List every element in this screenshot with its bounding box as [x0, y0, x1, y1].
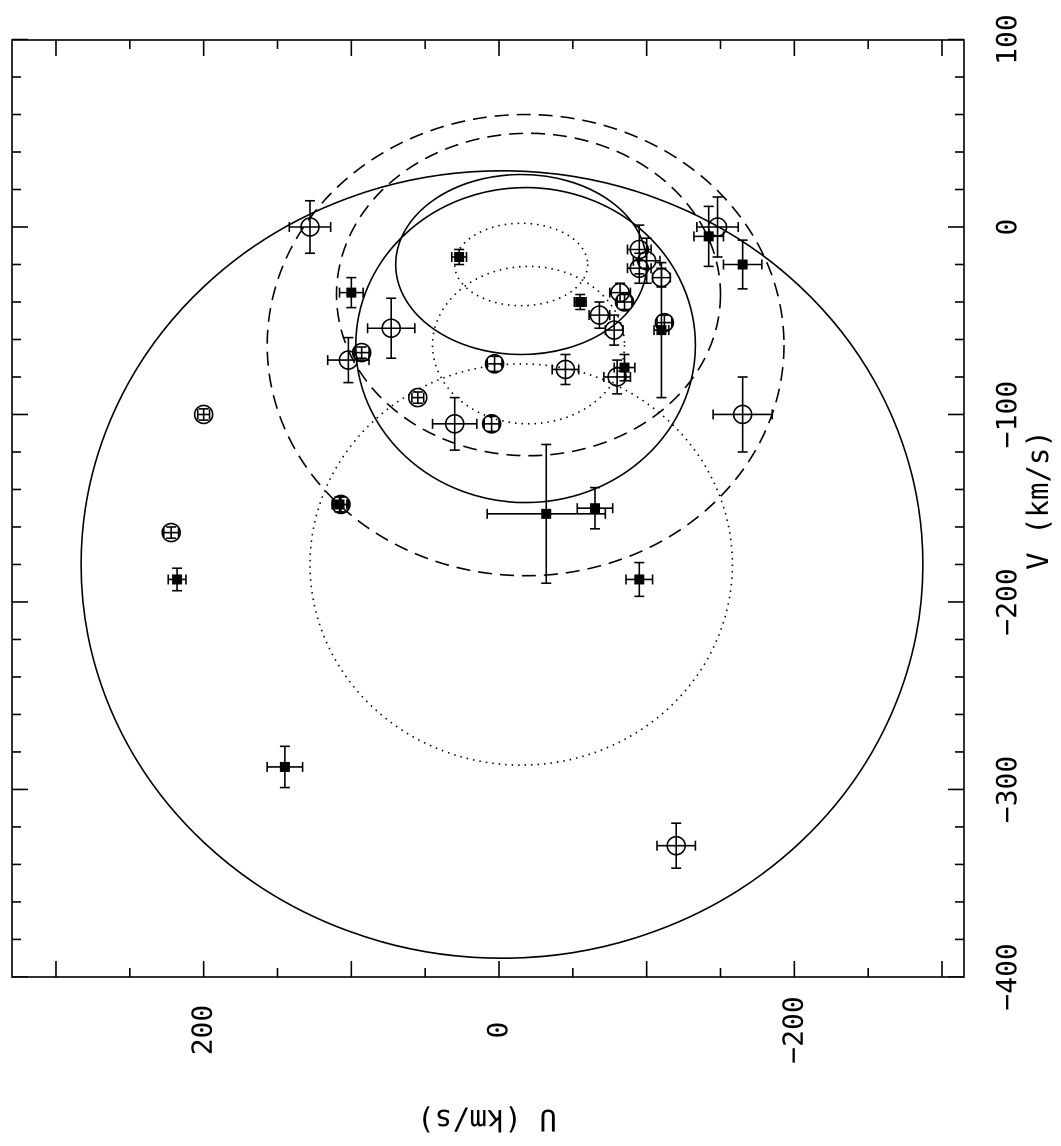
- errorbar-0-1: [326, 336, 370, 384]
- errorbar-0-21: [712, 376, 773, 453]
- point-open-circle: [555, 359, 576, 380]
- v-tick-label: 0: [990, 219, 1023, 236]
- point-filled-square: [172, 574, 183, 585]
- plot-frame: [11, 39, 965, 978]
- u-axis-label: U (km/s): [417, 1103, 557, 1137]
- point-open-circle: [407, 387, 428, 408]
- point-filled-square: [634, 574, 645, 585]
- point-filled-square: [334, 499, 345, 510]
- point-filled-square: [575, 296, 586, 307]
- ellipses-layer: [80, 113, 924, 960]
- errorbar-0-4: [196, 408, 211, 421]
- point-open-circle: [666, 835, 687, 856]
- ellipse-solid-0: [80, 169, 924, 960]
- point-filled-square: [279, 761, 290, 772]
- v-tick-label: 100: [990, 14, 1023, 65]
- point-open-circle: [481, 414, 502, 434]
- errorbar-1-11: [167, 567, 187, 592]
- errorbar-0-22: [162, 526, 180, 540]
- point-open-circle: [381, 318, 402, 339]
- point-filled-square: [454, 251, 465, 262]
- v-tick-label: −300: [990, 756, 1023, 823]
- point-open-circle: [300, 217, 320, 237]
- point-open-circle: [351, 342, 372, 363]
- point-open-circle: [607, 367, 627, 387]
- ellipse-dotted-6: [431, 265, 626, 425]
- u-tick-label: 0: [481, 1022, 514, 1039]
- ellipse-dotted-5: [453, 222, 589, 307]
- point-filled-square: [589, 503, 600, 514]
- point-open-circle: [707, 217, 728, 237]
- errorbar-0-0: [288, 199, 332, 255]
- point-open-circle: [589, 305, 610, 325]
- v-axis-label: V (km/s): [1021, 430, 1055, 570]
- point-filled-square: [619, 362, 630, 373]
- v-tick-label: −400: [990, 943, 1023, 1010]
- errorbar-0-24: [656, 822, 697, 869]
- u-tick-label: 200: [186, 1005, 219, 1056]
- ellipse-solid-1: [394, 173, 648, 356]
- point-open-circle: [614, 292, 635, 312]
- errorbar-0-7: [483, 415, 500, 433]
- markers-layer: [161, 217, 753, 856]
- errorbar-0-6: [431, 396, 478, 451]
- point-filled-square: [656, 325, 667, 336]
- point-open-circle: [484, 354, 505, 374]
- v-tick-label: −200: [990, 568, 1023, 635]
- ticks-layer: [12, 38, 964, 978]
- point-open-circle: [636, 250, 657, 271]
- point-filled-square: [703, 231, 714, 242]
- errorbar-0-5: [411, 391, 425, 405]
- tick-labels-layer: 100 0 −100 −200 −300 −400 200 0 −200: [186, 14, 1023, 1063]
- point-filled-square: [346, 287, 357, 298]
- v-tick-label: −100: [990, 381, 1023, 448]
- ellipse-solid-2: [354, 186, 697, 504]
- point-filled-square: [541, 508, 552, 519]
- point-open-circle: [444, 414, 465, 434]
- errorbar-0-3: [366, 297, 416, 360]
- point-open-circle: [604, 320, 624, 340]
- errorbar-0-8: [486, 355, 503, 373]
- ellipse-dashed-4: [335, 132, 722, 457]
- ellipse-dashed-3: [266, 113, 785, 577]
- errorbars-layer: [162, 196, 773, 869]
- point-open-circle: [331, 494, 351, 515]
- point-open-circle: [193, 404, 214, 425]
- ellipse-dotted-7: [309, 363, 734, 766]
- point-open-circle: [161, 522, 181, 543]
- errorbar-0-20: [696, 196, 740, 258]
- point-open-circle: [610, 282, 630, 303]
- point-open-circle: [732, 404, 753, 425]
- point-open-circle: [629, 258, 650, 279]
- point-filled-square: [737, 259, 748, 270]
- point-open-circle: [651, 267, 672, 288]
- u-tick-label: −200: [776, 996, 809, 1063]
